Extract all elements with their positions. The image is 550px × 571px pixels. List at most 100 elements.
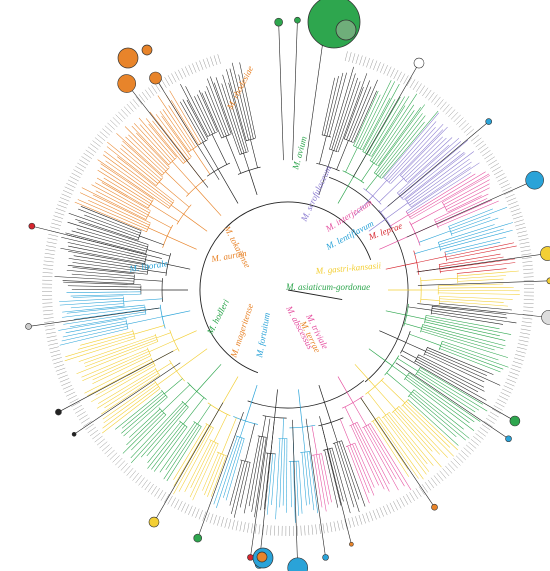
tree-branch	[408, 173, 476, 216]
tree-branch	[146, 249, 170, 257]
tree-branch	[440, 262, 516, 272]
tree-branch	[73, 169, 83, 175]
tree-branch	[138, 477, 145, 486]
tree-branch	[51, 222, 61, 226]
tree-branch	[62, 385, 73, 390]
tree-branch	[189, 442, 217, 498]
tree-branch	[470, 438, 479, 446]
tree-branch	[266, 525, 268, 536]
tree-branch	[164, 493, 170, 503]
tree-branch	[321, 77, 335, 135]
tree-branch	[390, 129, 444, 185]
tree-branch	[222, 74, 247, 153]
tree-branch	[202, 452, 219, 491]
tree-branch	[458, 120, 467, 128]
tree-branch	[497, 398, 507, 404]
tree-branch	[379, 507, 384, 517]
tree-branch	[162, 109, 192, 151]
tree-branch	[492, 166, 501, 172]
tree-branch	[350, 425, 379, 486]
tree-branch	[333, 77, 358, 151]
tree-branch	[65, 335, 135, 358]
tree-branch	[173, 425, 210, 487]
tree-branch	[167, 495, 173, 505]
tree-branch	[120, 148, 160, 182]
tree-branch	[522, 264, 533, 267]
tree-branch	[43, 317, 54, 319]
tree-branch	[508, 201, 518, 206]
tree-branch	[341, 440, 366, 507]
tree-branch	[510, 208, 521, 213]
tree-branch	[81, 348, 148, 378]
tree-branch	[104, 373, 159, 409]
tip-node-circle	[509, 415, 521, 427]
tree-branch	[169, 90, 202, 144]
tree-branch	[44, 256, 55, 259]
tree-branch	[69, 398, 79, 404]
tree-branch	[503, 190, 514, 195]
tree-branch	[92, 140, 101, 147]
tree-branch	[381, 380, 406, 404]
tree-branch	[373, 104, 415, 164]
tree-branch	[92, 194, 151, 224]
tree-branch	[72, 267, 135, 275]
tree-branch	[369, 423, 412, 491]
tree-branch	[282, 438, 285, 506]
tree-branch	[431, 94, 438, 103]
tree-branch	[419, 85, 426, 95]
tree-branch	[304, 525, 306, 536]
tree-arc	[438, 340, 443, 351]
tree-branch	[67, 395, 77, 400]
tree-branch	[329, 448, 344, 502]
tree-branch	[498, 395, 509, 401]
tree-branch	[344, 51, 348, 62]
tree-branch	[195, 187, 222, 216]
tree-branch	[357, 80, 392, 149]
tree-branch	[333, 521, 337, 532]
tree-branch	[298, 461, 303, 514]
tree-branch	[451, 217, 499, 235]
tree-branch	[217, 515, 221, 526]
tree-branch	[126, 410, 163, 446]
tree-branch	[250, 523, 253, 534]
tree-branch	[515, 354, 525, 358]
tree-branch	[197, 94, 216, 133]
tree-branch	[104, 125, 113, 133]
tree-branch	[442, 341, 499, 361]
tree-branch	[416, 256, 446, 263]
tree-branch	[397, 138, 460, 194]
tree-branch	[147, 215, 172, 229]
tree-branch	[217, 54, 221, 64]
tree-branch	[122, 412, 165, 454]
tree-arc	[161, 389, 168, 398]
tree-branch	[235, 520, 239, 531]
tree-branch	[439, 300, 509, 307]
tree-branch	[105, 160, 171, 207]
tree-branch	[64, 338, 136, 362]
tree-branch	[295, 461, 299, 516]
tree-branch	[144, 481, 151, 491]
tree-branch	[479, 146, 489, 154]
tip-node-circle	[485, 118, 493, 125]
tree-branch	[386, 66, 392, 76]
tree-branch	[77, 333, 134, 350]
tree-branch	[355, 516, 359, 526]
tree-branch	[523, 306, 534, 308]
tree-branch	[48, 342, 59, 346]
tree-branch	[488, 159, 497, 166]
tree-arc	[168, 157, 177, 166]
tree-branch	[97, 169, 151, 204]
tree-branch	[254, 523, 257, 534]
tree-branch	[484, 153, 493, 160]
tree-branch	[213, 414, 228, 442]
tree-branch	[210, 76, 232, 135]
tree-branch	[369, 96, 405, 156]
tree-branch	[53, 360, 63, 365]
tree-branch	[516, 350, 526, 354]
tree-branch	[126, 467, 134, 476]
tree-branch	[60, 247, 145, 264]
tree-branch	[140, 405, 187, 458]
tree-branch	[520, 245, 531, 249]
tree-branch	[519, 241, 530, 245]
